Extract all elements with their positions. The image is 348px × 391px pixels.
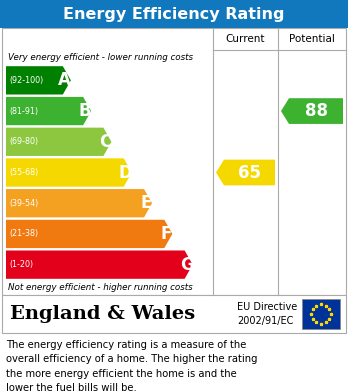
Text: (69-80): (69-80) [9, 137, 38, 146]
Polygon shape [6, 97, 91, 125]
Text: A: A [58, 71, 71, 90]
Bar [302, 299, 340, 329]
Text: EU Directive: EU Directive [237, 302, 297, 312]
Text: D: D [119, 163, 133, 181]
Text: 88: 88 [304, 102, 327, 120]
Polygon shape [6, 66, 71, 95]
Text: Current: Current [226, 34, 265, 44]
Text: 2002/91/EC: 2002/91/EC [237, 316, 293, 326]
Text: (55-68): (55-68) [9, 168, 38, 177]
Text: (21-38): (21-38) [9, 230, 38, 239]
Polygon shape [216, 160, 275, 185]
Text: 65: 65 [238, 163, 261, 181]
Text: Potential: Potential [289, 34, 335, 44]
Text: (1-20): (1-20) [9, 260, 33, 269]
Text: England & Wales: England & Wales [10, 305, 195, 323]
Polygon shape [6, 220, 172, 248]
Polygon shape [6, 127, 111, 156]
Text: The energy efficiency rating is a measure of the
overall efficiency of a home. T: The energy efficiency rating is a measur… [6, 340, 258, 391]
Text: (81-91): (81-91) [9, 107, 38, 116]
Polygon shape [6, 189, 152, 217]
Polygon shape [281, 98, 343, 124]
Text: Not energy efficient - higher running costs: Not energy efficient - higher running co… [8, 283, 193, 292]
Bar [2, 295, 346, 333]
Text: E: E [140, 194, 152, 212]
Text: (39-54): (39-54) [9, 199, 38, 208]
Text: C: C [99, 133, 112, 151]
Text: (92-100): (92-100) [9, 76, 43, 85]
Text: Very energy efficient - lower running costs: Very energy efficient - lower running co… [8, 54, 193, 63]
Text: F: F [161, 225, 172, 243]
Text: B: B [79, 102, 92, 120]
Bar [2, 28, 346, 295]
Text: Energy Efficiency Rating: Energy Efficiency Rating [63, 7, 285, 22]
Polygon shape [6, 158, 132, 187]
Polygon shape [6, 251, 193, 279]
Text: G: G [180, 256, 193, 274]
Bar [0, 0, 348, 28]
